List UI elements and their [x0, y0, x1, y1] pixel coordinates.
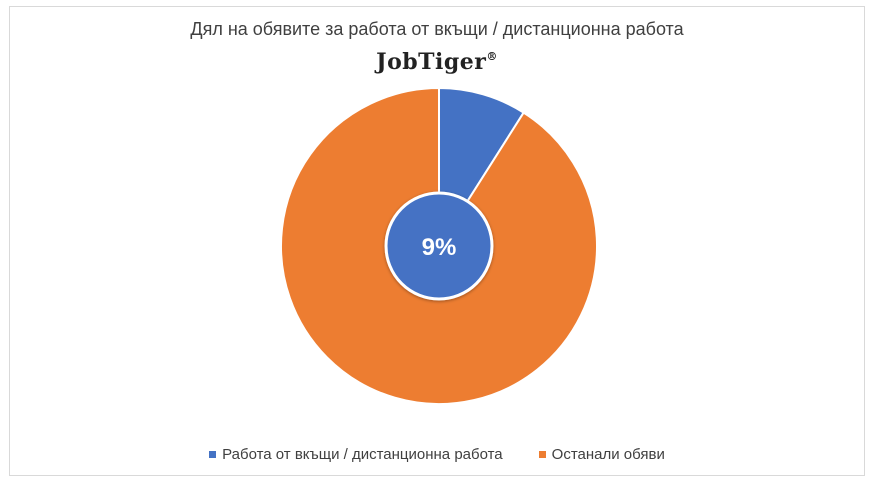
registered-mark: ® [486, 50, 498, 63]
legend-swatch-remote [209, 451, 217, 458]
pie-data-labels: 9% [384, 191, 494, 301]
legend-item-remote: Работа от вкъщи / дистанционна работа [209, 446, 503, 463]
legend-label-other: Останали обяви [551, 446, 665, 463]
jobtiger-logo: JobTiger® [0, 49, 874, 75]
chart-legend: Работа от вкъщи / дистанционна работа Ос… [0, 446, 874, 463]
legend-label-remote: Работа от вкъщи / дистанционна работа [222, 446, 503, 463]
data-label-bubble [384, 191, 494, 301]
legend-item-other: Останали обяви [538, 446, 665, 463]
legend-swatch-other [538, 451, 546, 458]
logo-text: JobTiger [376, 49, 487, 75]
chart-title: Дял на обявите за работа от вкъщи / дист… [190, 19, 684, 39]
data-label-remote: 9% [422, 234, 457, 261]
